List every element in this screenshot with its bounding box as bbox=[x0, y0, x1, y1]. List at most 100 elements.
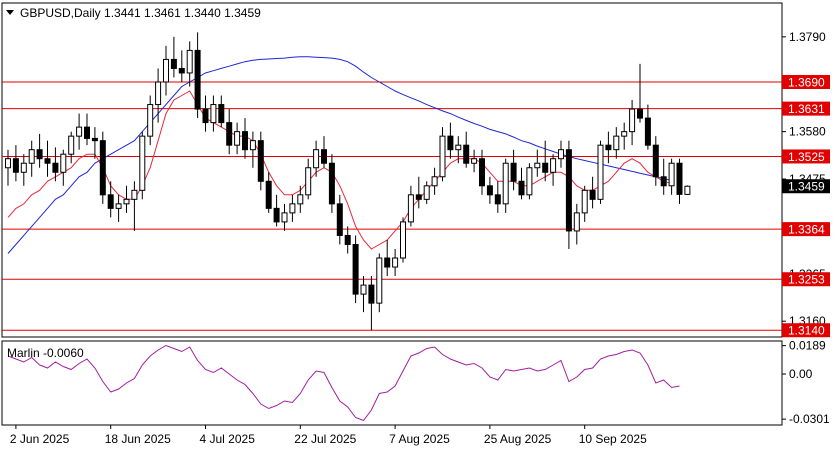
candle-body-down bbox=[565, 149, 572, 232]
candle bbox=[644, 104, 651, 150]
osc-tick-label: 0.0189 bbox=[789, 339, 826, 353]
candle-body-down bbox=[510, 162, 517, 182]
dropdown-triangle-icon[interactable] bbox=[6, 10, 14, 15]
level-label: 1.3364 bbox=[782, 222, 830, 237]
candle-body-up bbox=[305, 167, 312, 196]
candle-body-up bbox=[581, 189, 588, 214]
candle-body-up bbox=[439, 135, 446, 178]
candle-body-down bbox=[273, 207, 280, 223]
candle-body-down bbox=[178, 67, 185, 74]
candle bbox=[131, 181, 138, 231]
current-price-box bbox=[782, 179, 830, 194]
candle bbox=[423, 181, 430, 204]
candle bbox=[91, 127, 98, 159]
candle-body-up bbox=[684, 185, 691, 195]
candle-body-up bbox=[597, 144, 604, 200]
oscillator-series bbox=[7, 344, 680, 422]
symbol-header: GBPUSD,Daily 1.3441 1.3461 1.3440 1.3459 bbox=[20, 6, 261, 20]
candle-body-up bbox=[210, 104, 217, 124]
candle bbox=[99, 131, 106, 204]
candle bbox=[242, 118, 248, 159]
candle bbox=[502, 158, 509, 213]
candle bbox=[163, 45, 169, 96]
candle bbox=[676, 158, 683, 204]
candle bbox=[257, 131, 264, 191]
candle bbox=[550, 154, 557, 186]
candle bbox=[558, 140, 564, 168]
candle-body-down bbox=[652, 144, 659, 178]
candle-body-up bbox=[455, 144, 462, 151]
candle bbox=[5, 149, 11, 186]
candle-body-down bbox=[352, 243, 359, 295]
candle-body-down bbox=[637, 108, 643, 119]
candle bbox=[668, 158, 675, 195]
candle-body-up bbox=[155, 81, 162, 106]
candle-body-up bbox=[471, 158, 478, 164]
candle-body-up bbox=[558, 149, 564, 160]
candle bbox=[479, 149, 485, 195]
candle-body-up bbox=[534, 162, 541, 169]
oscillator-line bbox=[7, 344, 680, 422]
candle bbox=[68, 131, 75, 164]
level-label-box bbox=[782, 222, 830, 237]
level-label-text: 1.3364 bbox=[788, 223, 825, 237]
candle-body-down bbox=[676, 162, 683, 195]
candle-body-down bbox=[84, 126, 90, 139]
candle-body-down bbox=[36, 149, 43, 160]
candle-body-down bbox=[368, 284, 375, 304]
level-label-box bbox=[782, 101, 830, 116]
candle-body-up bbox=[5, 158, 11, 169]
candle-body-down bbox=[226, 122, 233, 146]
level-label-text: 1.3525 bbox=[788, 150, 825, 164]
date-tick-label: 10 Sep 2025 bbox=[579, 432, 647, 446]
horizontal-levels bbox=[2, 81, 782, 331]
level-label-box bbox=[782, 323, 830, 338]
candle-body-down bbox=[242, 131, 248, 151]
candle bbox=[415, 176, 422, 209]
candle-body-up bbox=[400, 221, 406, 259]
candle bbox=[400, 217, 406, 263]
candle bbox=[344, 226, 351, 254]
candle-body-down bbox=[257, 140, 264, 182]
candle-body-up bbox=[668, 162, 675, 187]
candle bbox=[321, 136, 327, 168]
level-label-text: 1.3690 bbox=[788, 75, 825, 89]
candle bbox=[613, 127, 620, 159]
candle-body-down bbox=[494, 194, 501, 205]
candle-body-up bbox=[281, 212, 288, 223]
candle-body-down bbox=[321, 149, 327, 164]
candle-body-down bbox=[589, 189, 596, 200]
current-price-label: 1.3459 bbox=[788, 180, 825, 194]
candle-body-up bbox=[68, 135, 75, 155]
candle bbox=[194, 32, 201, 119]
candle bbox=[526, 163, 533, 200]
oscillator-axis: 0.0189 0.00 -0.0301 bbox=[782, 339, 830, 426]
candle bbox=[621, 122, 628, 150]
candle bbox=[605, 131, 612, 164]
date-axis: 2 Jun 2025 18 Jun 2025 4 Jul 2025 22 Jul 20… bbox=[10, 425, 647, 446]
candle bbox=[360, 276, 367, 313]
candle bbox=[431, 167, 438, 195]
candle bbox=[60, 149, 67, 186]
osc-tick-label: 0.00 bbox=[789, 367, 813, 381]
candle bbox=[52, 147, 59, 182]
candle-body-down bbox=[447, 135, 454, 151]
candle-body-up bbox=[131, 189, 138, 200]
candle-body-up bbox=[123, 198, 130, 205]
candle bbox=[289, 194, 296, 222]
candle bbox=[463, 131, 470, 168]
candle bbox=[660, 158, 667, 195]
candle-body-down bbox=[542, 162, 549, 173]
candle bbox=[407, 185, 414, 227]
oscillator-panel bbox=[1, 340, 783, 426]
level-label-box bbox=[782, 74, 830, 89]
fast-ma-line bbox=[7, 90, 672, 250]
candle-body-up bbox=[431, 176, 438, 187]
candle bbox=[249, 131, 256, 168]
candle-body-up bbox=[392, 257, 399, 268]
candle-body-down bbox=[344, 234, 351, 245]
candle-body-up bbox=[147, 104, 154, 137]
main-panel bbox=[1, 2, 783, 338]
candle-body-down bbox=[107, 194, 114, 209]
